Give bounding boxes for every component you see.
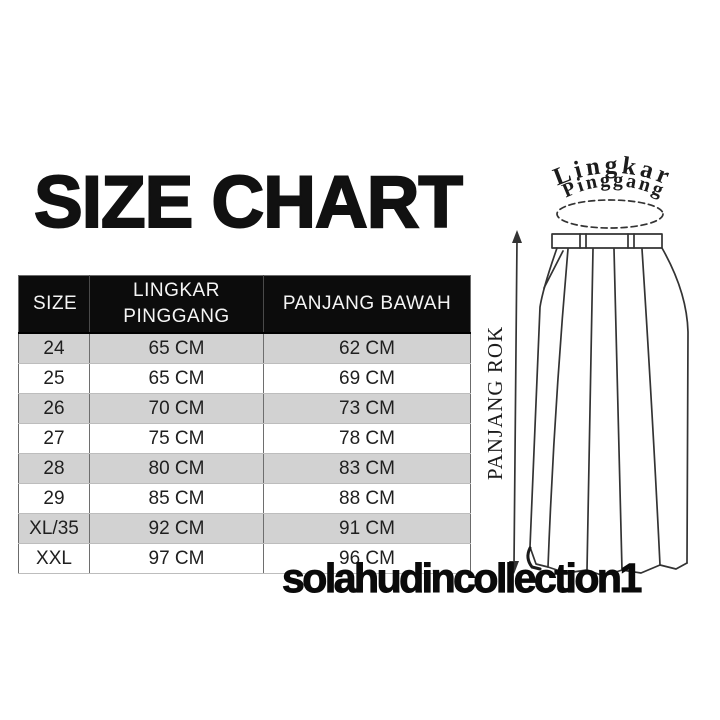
panjang-cell: 62 CM: [263, 333, 471, 364]
lingkar-cell: 80 CM: [89, 453, 264, 484]
length-label: PANJANG ROK: [483, 326, 507, 480]
arrow-head-down: [509, 561, 519, 574]
header-panjang-bawah: PANJANG BAWAH: [263, 275, 471, 334]
table-row: 24 65 CM 62 CM: [18, 333, 471, 364]
size-cell: 28: [18, 453, 90, 484]
skirt-fold-line: [543, 250, 564, 289]
lingkar-cell: 75 CM: [89, 423, 264, 454]
skirt-diagram: Lingkar Pinggang PANJANG ROK: [483, 152, 689, 577]
lingkar-cell: 65 CM: [89, 333, 264, 364]
pleat-line-4: [641, 248, 661, 566]
table-header-row: SIZE LINGKAR PINGGANG PANJANG BAWAH: [18, 275, 471, 334]
lingkar-cell: 97 CM: [89, 543, 264, 574]
pleat-line-2: [586, 248, 594, 571]
hem-corner-mark: [526, 546, 542, 571]
skirt-left-edge: [529, 247, 558, 548]
belt-loop-right: [627, 233, 635, 249]
panjang-cell: 78 CM: [263, 423, 471, 454]
waistband: [551, 233, 663, 249]
length-arrow-line: [513, 238, 518, 566]
pleat-line-1: [547, 248, 569, 568]
page-title: SIZE CHART: [33, 162, 464, 243]
lingkar-cell: 70 CM: [89, 393, 264, 424]
size-cell: 29: [18, 483, 90, 514]
lingkar-cell: 65 CM: [89, 363, 264, 394]
belt-loop-left: [579, 233, 587, 249]
panjang-cell: 96 CM: [263, 543, 471, 574]
size-cell: 27: [18, 423, 90, 454]
header-size: SIZE: [18, 275, 90, 334]
lingkar-cell: 85 CM: [89, 483, 264, 514]
panjang-cell: 88 CM: [263, 483, 471, 514]
header-lingkar-pinggang: LINGKAR PINGGANG: [89, 275, 264, 334]
pleat-line-3: [613, 248, 623, 571]
size-cell: 26: [18, 393, 90, 424]
panjang-cell: 73 CM: [263, 393, 471, 424]
panjang-cell: 83 CM: [263, 453, 471, 484]
lingkar-cell: 92 CM: [89, 513, 264, 544]
table-row: 28 80 CM 83 CM: [18, 453, 471, 484]
waist-ellipse: [556, 199, 664, 229]
panjang-cell: 69 CM: [263, 363, 471, 394]
table-row: 25 65 CM 69 CM: [18, 363, 471, 394]
arrow-head-up: [512, 230, 522, 243]
watermark-shop-name: solahudincollection1: [282, 555, 643, 601]
size-table: SIZE LINGKAR PINGGANG PANJANG BAWAH 24 6…: [18, 275, 471, 574]
table-row: XXL 97 CM 96 CM: [18, 543, 471, 574]
size-cell: 24: [18, 333, 90, 364]
size-cell: XXL: [18, 543, 90, 574]
panjang-cell: 91 CM: [263, 513, 471, 544]
table-row: 26 70 CM 73 CM: [18, 393, 471, 424]
table-row: XL/35 92 CM 91 CM: [18, 513, 471, 544]
skirt-hem: [529, 546, 688, 577]
table-row: 27 75 CM 78 CM: [18, 423, 471, 454]
skirt-right-edge: [661, 247, 689, 564]
size-cell: 25: [18, 363, 90, 394]
size-cell: XL/35: [18, 513, 90, 544]
table-row: 29 85 CM 88 CM: [18, 483, 471, 514]
